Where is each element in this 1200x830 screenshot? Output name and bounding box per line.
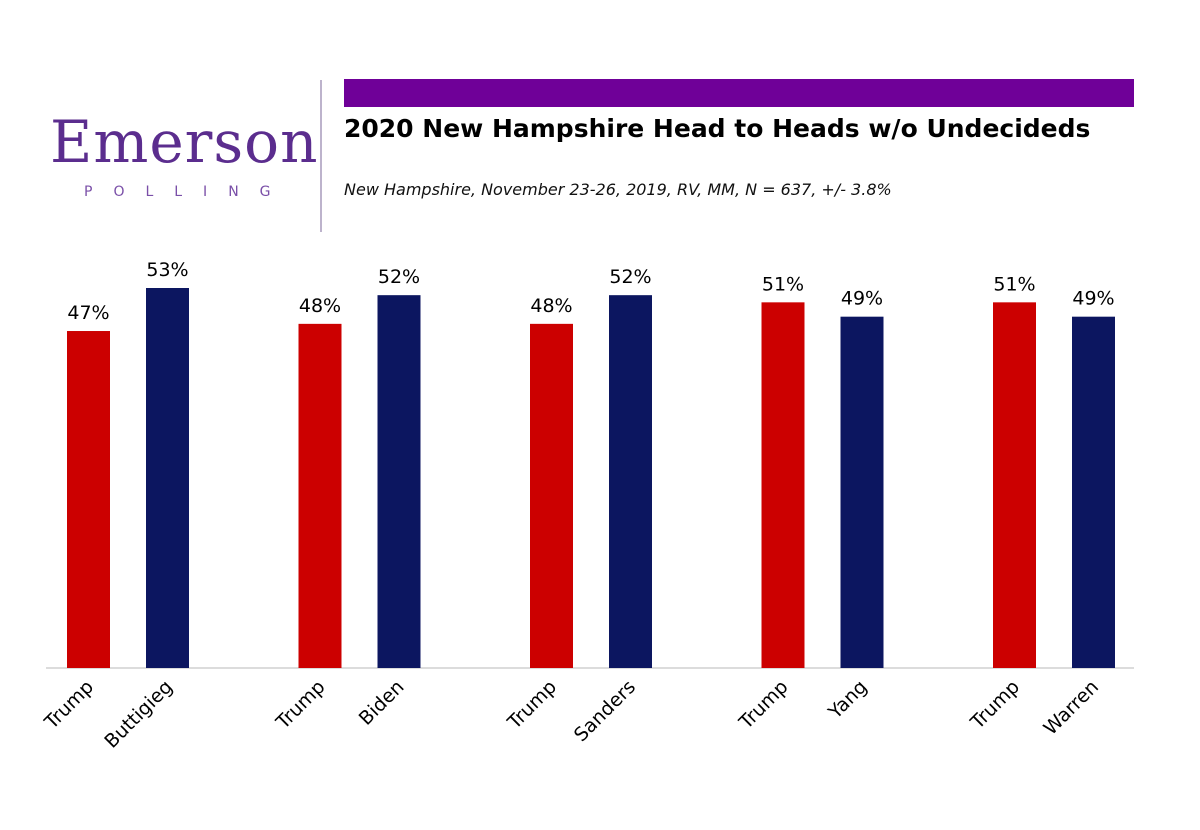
data-label: 48% <box>299 295 341 317</box>
data-label: 49% <box>841 288 883 310</box>
emerson-logo-wordmark: Emerson <box>50 108 319 176</box>
bar-trump <box>761 302 805 668</box>
data-label: 53% <box>146 259 188 281</box>
data-label: 52% <box>378 266 420 288</box>
data-label: 52% <box>609 266 651 288</box>
emerson-logo-subtitle: POLLING <box>84 184 292 200</box>
bar-trump <box>993 302 1036 668</box>
title-accent-bar <box>344 79 1134 107</box>
category-label: Trump <box>503 676 561 734</box>
data-label: 47% <box>67 302 109 324</box>
bar-warren <box>1072 316 1115 668</box>
chart-subtitle: New Hampshire, November 23-26, 2019, RV,… <box>344 180 892 199</box>
chart-title: 2020 New Hampshire Head to Heads w/o Und… <box>344 114 1091 143</box>
category-label: Trump <box>271 676 329 734</box>
category-label: Yang <box>824 676 872 724</box>
bar-biden <box>377 295 421 668</box>
category-label: Warren <box>1040 676 1104 740</box>
bar-sanders <box>609 295 652 668</box>
data-label: 48% <box>530 295 572 317</box>
bar-buttigieg <box>146 288 189 668</box>
category-label: Trump <box>734 676 792 734</box>
category-label: Biden <box>355 676 409 730</box>
bar-trump <box>530 323 573 668</box>
bar-yang <box>840 316 884 668</box>
category-label: Trump <box>966 676 1024 734</box>
bar-trump <box>298 323 342 668</box>
category-label: Buttigieg <box>100 676 177 753</box>
data-label: 51% <box>762 273 804 295</box>
data-label: 49% <box>1072 288 1114 310</box>
category-label: Sanders <box>570 676 640 746</box>
bar-trump <box>67 331 110 668</box>
header-divider <box>320 80 322 232</box>
data-label: 51% <box>993 273 1035 295</box>
category-label: Trump <box>40 676 98 734</box>
